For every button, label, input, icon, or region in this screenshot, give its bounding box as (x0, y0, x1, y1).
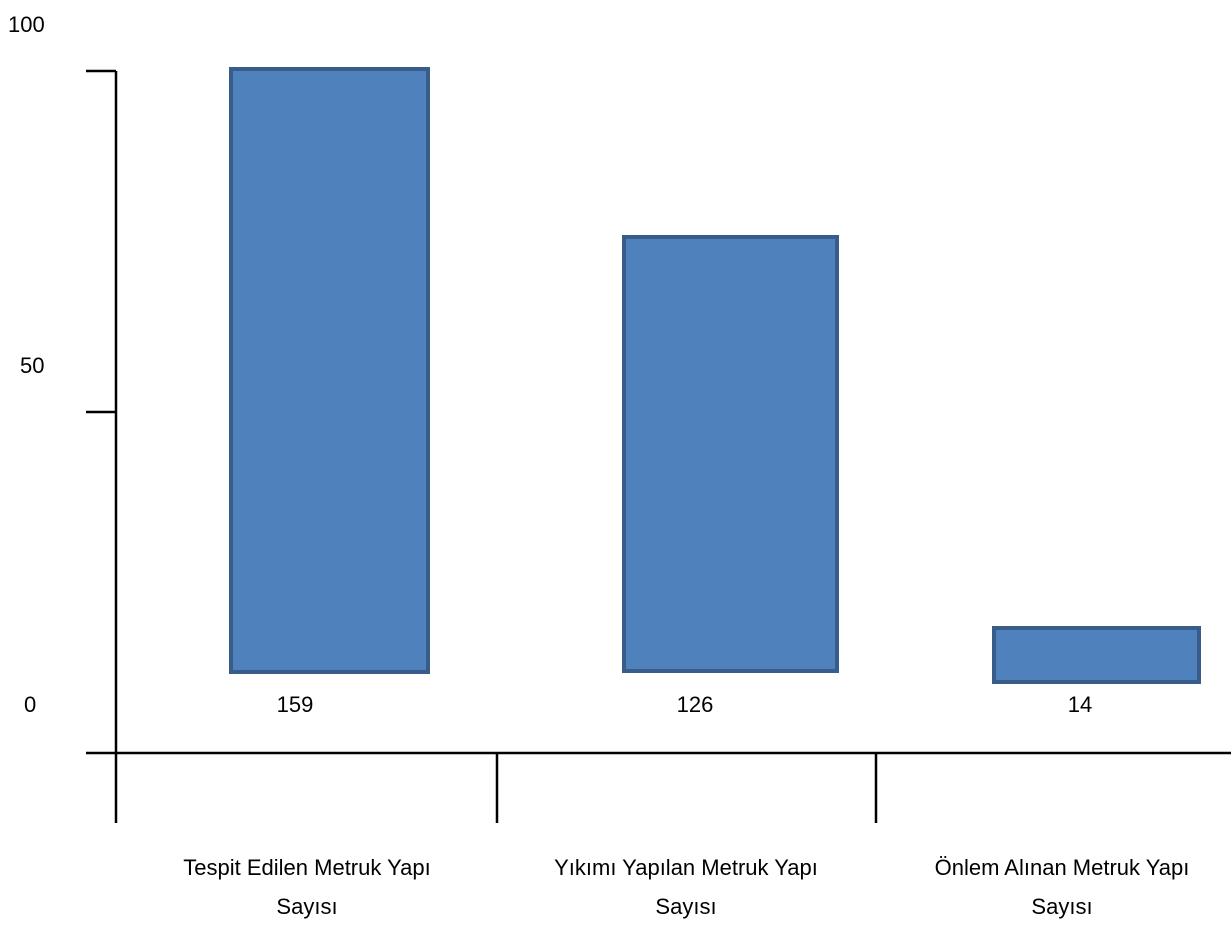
category-label: Tespit Edilen Metruk Yapı Sayısı (183, 855, 430, 919)
bar-value-label: 126 (677, 692, 714, 717)
labels: 159 126 14 Tespit Edilen Metruk Yapı Sayısı Y… (183, 692, 1189, 919)
y-tick-label: 100 (8, 12, 45, 37)
y-tick-label: 0 (24, 692, 36, 717)
bar (992, 626, 1201, 684)
bar-value-label: 159 (277, 692, 314, 717)
bar-value-label: 14 (1068, 692, 1092, 717)
bar (229, 67, 430, 674)
category-label: Yıkımı Yapılan Metruk Yapı Sayısı (554, 855, 818, 919)
axes: 0 50 100 (8, 12, 1231, 823)
bar (622, 235, 839, 673)
bars (229, 67, 1201, 684)
category-label: Önlem Alınan Metruk Yapı Sayısı (935, 855, 1190, 919)
y-tick-label: 50 (20, 353, 44, 378)
